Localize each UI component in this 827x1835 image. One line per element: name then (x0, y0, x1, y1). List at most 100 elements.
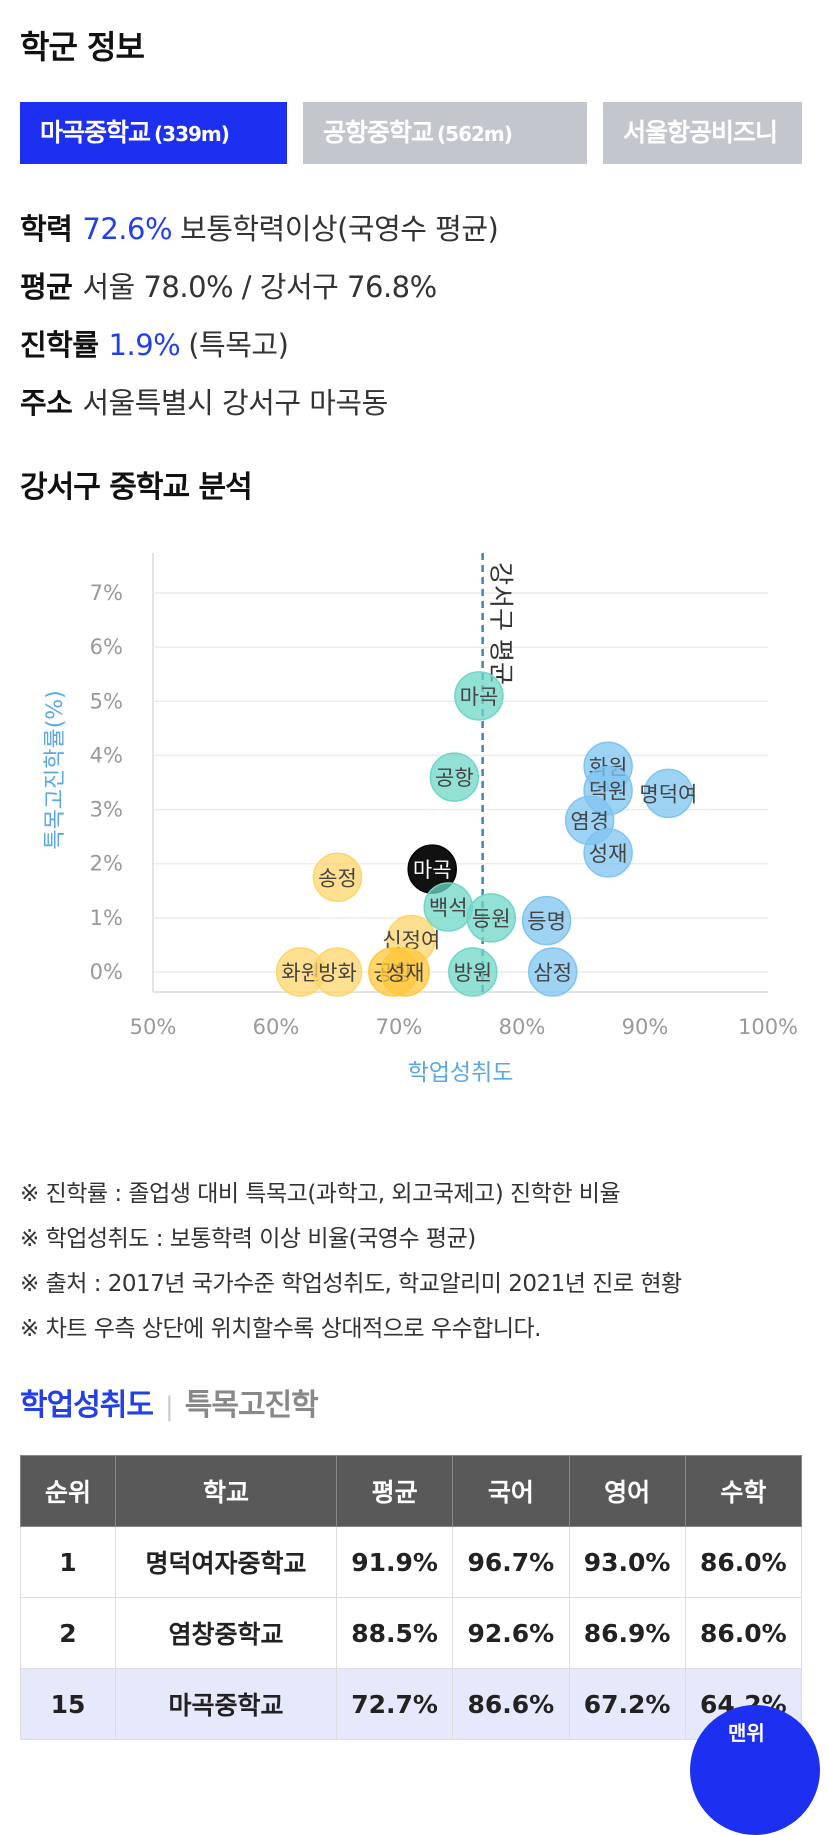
address-label: 주소 (20, 386, 73, 420)
scroll-top-button[interactable]: 맨위 (690, 1705, 820, 1835)
cell-school: 명덕여자중학교 (115, 1526, 337, 1598)
scatter-chart: 0% 1% 2% 3% 4% 5% 6% 7% 50% 60% 70% 80% 90% 100% 학업성취도… (43, 553, 798, 1086)
data-point-label: 성재 (589, 842, 628, 866)
data-point (429, 752, 480, 802)
tab-school-1[interactable]: 마곡중학교 (339m) (20, 102, 287, 164)
col-korean: 국어 (452, 1455, 570, 1527)
x-tick-label: 100% (738, 1015, 798, 1039)
advance-label: 진학률 (20, 328, 99, 362)
data-point (583, 828, 633, 878)
data-point-label: 등원 (472, 907, 511, 931)
cell-rank: 15 (20, 1668, 116, 1740)
subtab-advance[interactable]: 특목고진학 (184, 1388, 319, 1423)
cell-school: 마곡중학교 (115, 1668, 337, 1740)
ranking-table: 순위 학교 평균 국어 영어 수학 1 명덕여자중학교 91.9% 96.7% … (20, 1455, 803, 1740)
tab-school-1-dist: (339m) (154, 122, 230, 146)
cell-korean: 86.6% (452, 1668, 570, 1740)
note-3: ※ 출처 : 2017년 국가수준 학업성취도, 학교알리미 2021년 진로 … (20, 1271, 682, 1297)
info-average: 평균 서울 78.0% / 강서구 76.8% (20, 264, 437, 306)
table-row-highlighted: 15 마곡중학교 72.7% 86.6% 67.2% 64.2% (20, 1668, 803, 1740)
subtab-achievement[interactable]: 학업성취도 (20, 1388, 154, 1423)
col-rank: 순위 (20, 1455, 116, 1527)
tab-school-2-name: 공항중학교 (323, 118, 434, 147)
col-math: 수학 (684, 1455, 803, 1527)
y-tick-label: 5% (90, 689, 123, 713)
data-point (528, 947, 578, 997)
average-label: 평균 (20, 270, 73, 304)
data-point-label: 성재 (386, 961, 425, 985)
data-point (466, 893, 516, 943)
y-tick-label: 6% (90, 635, 123, 659)
data-point-label: 마곡 (413, 858, 452, 882)
note-2: ※ 학업성취도 : 보통학력 이상 비율(국영수 평균) (20, 1226, 476, 1252)
tab-school-2[interactable]: 공항중학교 (562m) (303, 102, 587, 164)
average-line-label: 강서구 평균 (487, 562, 516, 685)
scroll-top-label: 맨위 (728, 1721, 765, 1745)
school-tabs: 마곡중학교 (339m) 공항중학교 (562m) 서울항공비즈니 (20, 102, 802, 164)
note-4: ※ 차트 우측 상단에 위치할수록 상대적으로 우수합니다. (20, 1316, 541, 1342)
data-point-label: 공항 (435, 766, 474, 790)
cell-korean: 96.7% (452, 1526, 570, 1598)
cell-school: 염창중학교 (115, 1597, 337, 1669)
table-row: 2 염창중학교 88.5% 92.6% 86.9% 86.0% (20, 1597, 803, 1669)
info-achievement: 학력 72.6% 보통학력이상(국영수 평균) (20, 206, 499, 248)
y-tick-label: 2% (90, 852, 123, 876)
tab-school-1-name: 마곡중학교 (40, 118, 151, 147)
tab-school-2-dist: (562m) (437, 122, 513, 146)
advance-desc: (특목고) (188, 328, 289, 362)
data-point-label: 등명 (527, 910, 566, 934)
cell-english: 93.0% (568, 1526, 686, 1598)
cell-rank: 2 (20, 1597, 116, 1669)
cell-average: 88.5% (335, 1597, 454, 1669)
y-tick-label: 4% (90, 743, 123, 767)
table-row: 1 명덕여자중학교 91.9% 96.7% 93.0% 86.0% (20, 1526, 803, 1598)
data-point (643, 768, 694, 819)
y-tick-label: 7% (90, 581, 123, 605)
cell-average: 91.9% (335, 1526, 454, 1598)
data-point-label: 방화 (318, 961, 357, 985)
x-tick-label: 70% (376, 1015, 423, 1039)
col-average: 평균 (335, 1455, 454, 1527)
y-tick-label: 0% (90, 960, 123, 984)
note-1: ※ 진학률 : 졸업생 대비 특목고(과학고, 외고국제고) 진학한 비율 (20, 1181, 621, 1207)
x-tick-label: 50% (130, 1015, 177, 1039)
data-point (380, 947, 430, 997)
cell-average: 72.7% (335, 1668, 454, 1740)
info-address: 주소 서울특별시 강서구 마곡동 (20, 380, 388, 422)
subtab-divider: | (165, 1392, 174, 1422)
data-point-label: 방원 (453, 961, 492, 985)
cell-english: 86.9% (568, 1597, 686, 1669)
tab-school-3-name: 서울항공비즈니 (623, 118, 778, 147)
y-tick-label: 3% (90, 798, 123, 822)
cell-rank: 1 (20, 1526, 116, 1598)
section-title: 학군 정보 (20, 28, 145, 66)
achievement-desc: 보통학력이상(국영수 평균) (180, 212, 499, 246)
address-value: 서울특별시 강서구 마곡동 (82, 386, 388, 420)
data-point-label: 마곡 (460, 685, 499, 709)
data-point-label: 삼정 (533, 961, 572, 985)
achievement-label: 학력 (20, 212, 73, 246)
advance-value: 1.9% (108, 328, 181, 362)
y-axis-label: 특목고진학률(%) (43, 690, 68, 850)
data-point (312, 947, 363, 997)
average-value: 서울 78.0% / 강서구 76.8% (82, 270, 437, 304)
cell-math: 86.0% (684, 1597, 803, 1669)
data-point-label: 백석 (429, 896, 468, 920)
ranking-subtabs: 학업성취도 | 특목고진학 (20, 1380, 319, 1424)
x-tick-label: 80% (499, 1015, 546, 1039)
col-english: 영어 (568, 1455, 686, 1527)
tab-school-3[interactable]: 서울항공비즈니 (603, 102, 802, 164)
cell-math: 86.0% (684, 1526, 803, 1598)
col-school: 학교 (115, 1455, 337, 1527)
data-point (448, 947, 498, 997)
achievement-value: 72.6% (82, 212, 173, 246)
data-point (454, 671, 504, 721)
data-point-label: 송정 (318, 866, 357, 890)
data-point (521, 895, 572, 946)
x-tick-label: 60% (253, 1015, 300, 1039)
x-tick-label: 90% (622, 1015, 669, 1039)
data-point-label: 명덕여 (639, 782, 697, 806)
data-point (312, 852, 363, 902)
table-header-row: 순위 학교 평균 국어 영어 수학 (20, 1455, 803, 1527)
x-axis-label: 학업성취도 (408, 1060, 514, 1086)
